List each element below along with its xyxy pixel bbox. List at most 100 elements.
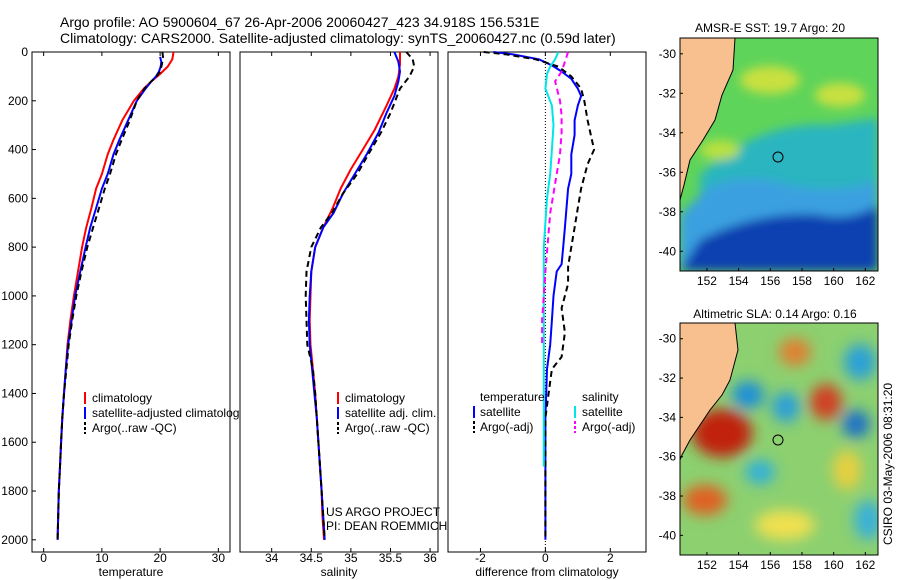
lon-tick-label: 156 [760, 274, 780, 288]
temperature-x-axis: 0 10 20 30 [40, 52, 225, 565]
sst-map-panel: AMSR-E SST: 19.7 Argo: 20 152 154 156 158 16… [659, 21, 879, 288]
sst-warm-patch [700, 140, 740, 160]
lon-tick-label: 154 [729, 274, 749, 288]
temperature-xlabel: temperature [99, 565, 164, 579]
difference-plot-frame [447, 51, 647, 553]
legend-label-climatology: climatology [345, 391, 405, 405]
sla-high-eddy [833, 450, 861, 490]
x-tick-label: -2 [475, 551, 486, 565]
sla-high-eddy [810, 384, 842, 420]
lat-tick-label: -40 [659, 244, 677, 258]
sla-float-marker [772, 434, 784, 446]
difference-panel: -2 0 2 difference from climatology tempera… [447, 51, 647, 579]
sla-low-eddy [732, 381, 764, 409]
sst-float-marker [772, 151, 784, 163]
series-satellite-adjusted-climatology [56, 56, 163, 540]
figure-title-line-1: Argo profile: AO 5900604_67 26-Apr-2006 … [60, 14, 540, 30]
depth-tick-label: 800 [8, 240, 28, 254]
sst-landmass [680, 38, 736, 201]
sst-map-frame [679, 37, 879, 272]
depth-tick-label: 0 [21, 45, 28, 59]
depth-tick-label: 1000 [1, 289, 28, 303]
series-salinity-satellite [542, 51, 560, 467]
series-argo-raw-qc [304, 51, 416, 540]
lat-tick-label: -32 [659, 86, 677, 100]
x-tick-label: 30 [212, 551, 226, 565]
temperature-legend: climatology satellite-adjusted climatolo… [84, 391, 245, 435]
sst-map-field [680, 38, 878, 271]
depth-tick-label: 2000 [1, 533, 28, 547]
temperature-plot-frame [31, 51, 231, 553]
lon-tick-label: 154 [729, 558, 749, 572]
sla-low-eddy [844, 344, 876, 380]
salinity-xlabel: salinity [321, 565, 358, 579]
sla-high-eddy [779, 338, 811, 366]
lat-tick-label: -30 [659, 47, 677, 61]
legend-label-sal-argo: Argo(-adj) [582, 420, 635, 434]
legend-label-sal-satellite: satellite [582, 405, 623, 419]
sla-high-eddy [683, 485, 727, 515]
sst-warm-patch [815, 83, 865, 107]
csiro-credit: CSIRO 03-May-2006 08:31:20 [881, 383, 895, 545]
sst-map-title: AMSR-E SST: 19.7 Argo: 20 [695, 21, 845, 35]
depth-tick-label: 1800 [1, 484, 28, 498]
lon-tick-label: 152 [697, 558, 717, 572]
lat-tick-label: -36 [659, 165, 677, 179]
salinity-panel: 34 34.5 35 35.5 36 salinity climatology sate… [239, 51, 447, 579]
legend-label-temp-argo: Argo(-adj) [480, 420, 533, 434]
salinity-legend: climatology satellite adj. clim. Argo(..… [337, 391, 436, 435]
sla-low-eddy [842, 410, 870, 438]
x-tick-label: 35 [344, 551, 358, 565]
legend-label-temp-satellite: satellite [480, 405, 521, 419]
temperature-panel: 0 200 400 600 800 1000 1200 1400 1600 1800 2000 0 1… [1, 45, 452, 579]
difference-legend: temperature satellite Argo(-adj) salinit… [473, 390, 635, 434]
difference-xlabel: difference from climatology [475, 565, 618, 579]
lon-tick-label: 162 [855, 274, 875, 288]
sla-map-field [680, 323, 878, 555]
x-tick-label: 34 [265, 551, 279, 565]
sla-low-eddy [745, 460, 775, 484]
depth-tick-label: 1600 [1, 435, 28, 449]
legend-label-argo: Argo(..raw -QC) [92, 421, 177, 435]
depth-tick-label: 200 [8, 94, 28, 108]
sla-map-frame [679, 322, 879, 556]
sst-map-axes: 152 154 156 158 160 162 -30 -32 -34 -36 -38 -40 [659, 47, 876, 288]
x-tick-label: 34.5 [300, 551, 324, 565]
lat-tick-label: -34 [659, 410, 677, 424]
lon-tick-label: 160 [824, 274, 844, 288]
difference-series [483, 51, 596, 540]
series-temperature-argo-adj [483, 51, 596, 540]
lon-tick-label: 162 [855, 558, 875, 572]
x-tick-label: 36 [423, 551, 437, 565]
lon-tick-label: 158 [792, 558, 812, 572]
legend-heading-salinity: salinity [582, 390, 619, 404]
legend-label-climatology: climatology [92, 391, 152, 405]
figure-title-line-2: Climatology: CARS2000. Satellite-adjuste… [60, 30, 616, 46]
x-tick-label: 0 [542, 551, 549, 565]
x-tick-label: 35.5 [379, 551, 403, 565]
depth-tick-label: 600 [8, 191, 28, 205]
legend-label-satellite: satellite adj. clim. [345, 406, 436, 420]
series-salinity-argo-adj [541, 51, 570, 345]
salinity-plot-frame [239, 51, 439, 553]
sla-map-panel: Altimetric SLA: 0.14 Argo: 0.16 152 154 15 [659, 307, 879, 572]
lat-tick-label: -30 [659, 332, 677, 346]
depth-tick-label: 1200 [1, 338, 28, 352]
sla-map-axes: 152 154 156 158 160 162 -30 -32 -34 -36 -38 -40 [659, 332, 876, 572]
sst-coldest-region [680, 205, 878, 271]
x-tick-label: 2 [607, 551, 614, 565]
sla-high-eddy [755, 510, 815, 540]
lat-tick-label: -38 [659, 205, 677, 219]
x-tick-label: 10 [95, 551, 109, 565]
sla-map-title: Altimetric SLA: 0.14 Argo: 0.16 [693, 307, 857, 321]
sla-high-eddy [692, 409, 752, 457]
depth-tick-label: 400 [8, 143, 28, 157]
depth-tick-label: 1400 [1, 386, 28, 400]
lat-tick-label: -32 [659, 371, 677, 385]
salinity-series [304, 51, 416, 540]
sst-warm-patch [740, 66, 800, 94]
lat-tick-label: -36 [659, 450, 677, 464]
x-tick-label: 0 [40, 551, 47, 565]
lon-tick-label: 160 [824, 558, 844, 572]
